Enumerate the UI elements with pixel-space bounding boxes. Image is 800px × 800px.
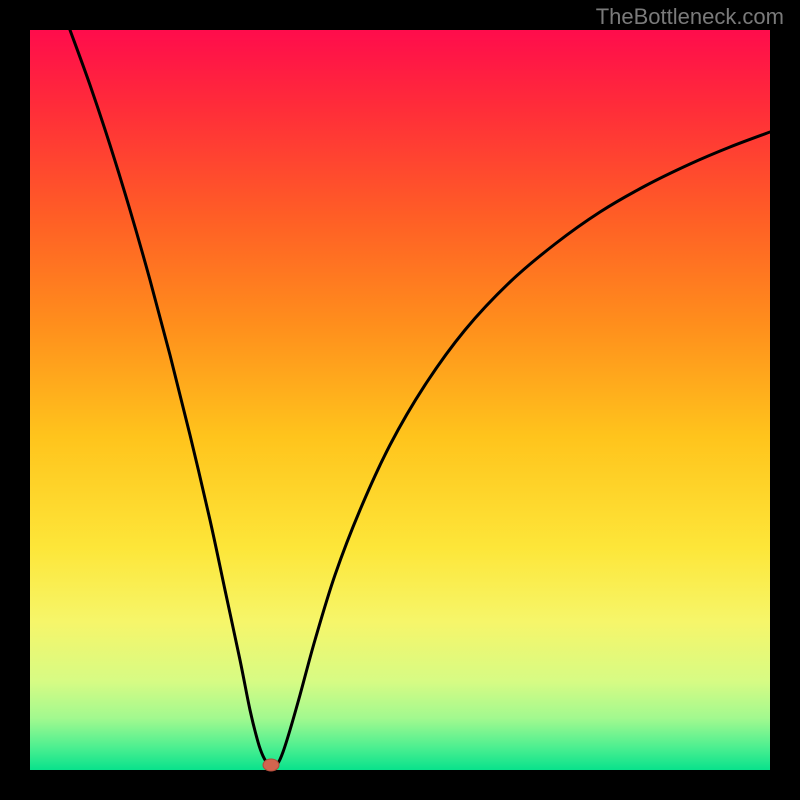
chart-background [30,30,770,770]
optimum-marker [263,759,279,771]
bottleneck-chart [0,0,800,800]
watermark-text: TheBottleneck.com [596,4,784,30]
